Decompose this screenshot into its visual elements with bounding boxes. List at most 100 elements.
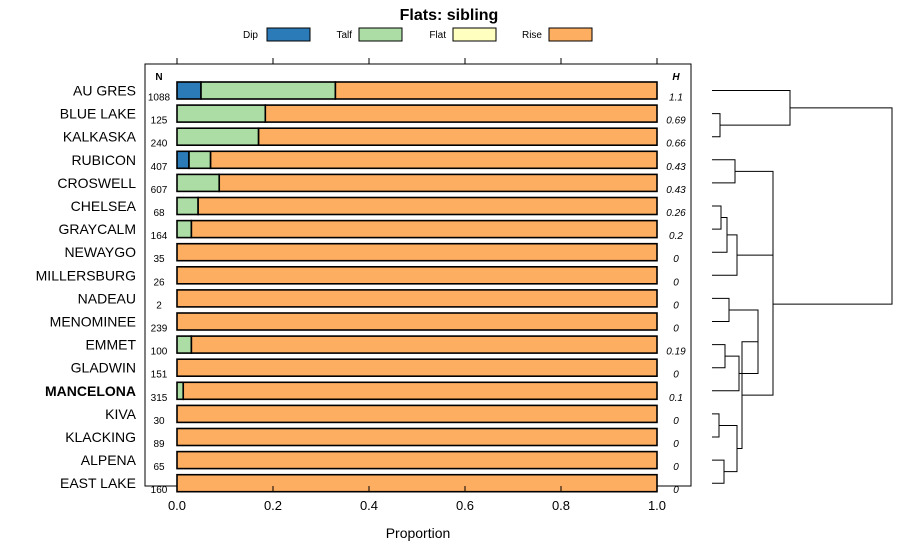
dendrogram-branch [719, 424, 738, 473]
category-label: BLUE LAKE [60, 106, 136, 122]
category-label: MENOMINEE [50, 314, 136, 330]
bar-row: MILLERSBURG 26 0 [36, 265, 679, 288]
n-header: N [155, 72, 162, 83]
bar-row: NADEAU 2 0 [78, 289, 679, 311]
h-value: 0 [673, 416, 679, 427]
x-tick-label: 1.0 [648, 498, 666, 513]
category-label: ALPENA [81, 452, 137, 468]
bar-segment-rise [176, 404, 658, 424]
h-header: H [672, 72, 680, 83]
category-label: GRAYCALM [58, 221, 136, 237]
bar-segment-rise [176, 427, 658, 447]
bar-row: CROSWELL 607 0.43 [57, 173, 686, 196]
category-label: AU GRES [73, 83, 136, 99]
bar-row: BLUE LAKE 125 0.69 [60, 104, 686, 127]
category-label: KLACKING [65, 429, 136, 445]
x-tick-label: 0.6 [456, 498, 474, 513]
bar-row: RUBICON 407 0.43 [71, 150, 686, 173]
bar-segment-rise [257, 127, 658, 146]
category-label: KALKASKA [63, 129, 137, 145]
n-value: 1088 [148, 93, 171, 104]
n-value: 125 [151, 116, 168, 127]
n-value: 240 [151, 139, 168, 150]
n-value: 151 [151, 370, 168, 381]
category-label: GLADWIN [71, 360, 136, 376]
bar-segment-rise [209, 150, 658, 170]
h-value: 0 [673, 485, 679, 496]
bar-segment-talf [176, 335, 193, 354]
h-value: 0 [673, 439, 679, 450]
bar-segment-rise [176, 242, 658, 262]
category-label: EAST LAKE [60, 475, 136, 491]
category-label: RUBICON [71, 152, 136, 168]
dendrogram-branch [712, 344, 726, 369]
bar-row: EAST LAKE 160 0 [60, 473, 679, 496]
legend-swatch-dip [266, 27, 311, 42]
category-label: NADEAU [78, 290, 136, 306]
bar-segment-talf [176, 381, 185, 401]
bar-segment-rise [182, 381, 658, 401]
dendrogram-branch [712, 413, 720, 438]
n-value: 607 [151, 185, 168, 196]
h-value: 0 [673, 277, 679, 288]
bar-row: MANCELONA 315 0.1 [45, 381, 683, 404]
bar-segment-talf [200, 81, 337, 100]
bar-row: MENOMINEE 239 0 [50, 312, 679, 335]
dendrogram-branch [773, 107, 893, 305]
bar-segment-rise [176, 450, 658, 470]
dendrogram-branch [742, 213, 774, 396]
h-value: 0 [673, 462, 679, 473]
bar-segment-rise [190, 219, 658, 239]
n-value: 65 [153, 462, 165, 473]
n-value: 160 [151, 485, 168, 496]
legend-label-talf: Talf [336, 30, 352, 41]
dendrogram-branch [712, 205, 722, 230]
bar-segment-talf [176, 104, 267, 123]
category-label: MILLERSBURG [36, 267, 136, 283]
x-tick-label: 0.4 [360, 498, 378, 513]
dendrogram-branch [712, 297, 730, 322]
n-value: 407 [151, 162, 168, 173]
n-value: 239 [151, 324, 168, 335]
bar-row: NEWAYGO 35 0 [64, 242, 679, 265]
h-value: 0.43 [666, 162, 686, 173]
legend-label-dip: Dip [243, 30, 258, 41]
legend-swatch-talf [358, 27, 403, 42]
x-tick-label: 0.8 [552, 498, 570, 513]
chart-title: Flats: sibling [400, 7, 499, 24]
legend-label-flat: Flat [429, 30, 446, 41]
bar-segment-talf [176, 127, 260, 146]
n-value: 68 [153, 208, 165, 219]
category-label: EMMET [85, 337, 136, 353]
bar-row: AU GRES 1088 1.1 [73, 81, 683, 104]
legend-swatch-flat [452, 27, 497, 42]
bar-segment-rise [264, 104, 658, 123]
h-value: 0.66 [666, 139, 686, 150]
bar-segment-rise [176, 265, 658, 285]
category-label: MANCELONA [45, 383, 136, 399]
h-value: 0.19 [666, 347, 686, 358]
bar-row: EMMET 100 0.19 [85, 335, 686, 358]
dendrogram-branch [712, 90, 791, 126]
bar-segment-rise [176, 289, 658, 308]
bar-segment-rise [176, 312, 658, 331]
bar-segment-talf [188, 150, 212, 170]
dendrogram-branch [712, 113, 721, 138]
bar-segment-rise [176, 473, 658, 493]
bar-row: KLACKING 89 0 [65, 427, 679, 450]
dendrogram-branch [735, 170, 774, 256]
category-label: KIVA [105, 406, 137, 422]
bar-segment-rise [190, 335, 658, 354]
dendrogram-branch [712, 459, 725, 484]
bar-segment-talf [176, 196, 199, 216]
h-value: 0 [673, 324, 679, 335]
h-value: 0.26 [666, 208, 686, 219]
n-value: 89 [153, 439, 165, 450]
bar-segment-rise [334, 81, 658, 100]
x-axis-title: Proportion [386, 525, 451, 541]
legend: Dip Talf Flat Rise [243, 27, 593, 42]
bar-segment-rise [218, 173, 658, 193]
dendrogram-branch [712, 217, 728, 253]
bar-row: GRAYCALM 164 0.2 [58, 219, 683, 242]
